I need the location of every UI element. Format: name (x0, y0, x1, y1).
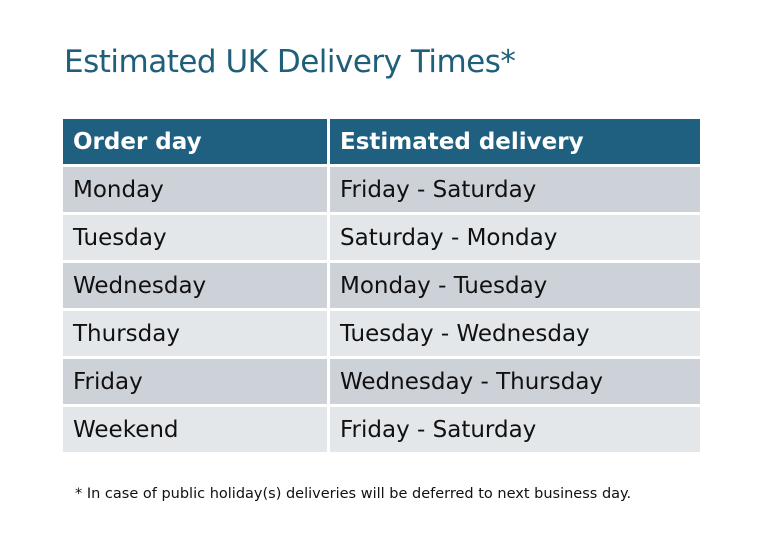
footnote: * In case of public holiday(s) deliverie… (75, 486, 632, 502)
table-row: Thursday Tuesday - Wednesday (63, 311, 700, 356)
delivery-cell: Tuesday - Wednesday (330, 311, 700, 356)
order-day-cell: Thursday (63, 311, 327, 356)
table-row: Friday Wednesday - Thursday (63, 359, 700, 404)
table-row: Monday Friday - Saturday (63, 167, 700, 212)
table-row: Weekend Friday - Saturday (63, 407, 700, 452)
order-day-cell: Wednesday (63, 263, 327, 308)
delivery-table: Order day Estimated delivery Monday Frid… (60, 116, 703, 455)
order-day-cell: Friday (63, 359, 327, 404)
delivery-cell: Saturday - Monday (330, 215, 700, 260)
delivery-cell: Wednesday - Thursday (330, 359, 700, 404)
delivery-cell: Monday - Tuesday (330, 263, 700, 308)
table-header-row: Order day Estimated delivery (63, 119, 700, 164)
order-day-cell: Tuesday (63, 215, 327, 260)
order-day-cell: Weekend (63, 407, 327, 452)
header-estimated-delivery: Estimated delivery (330, 119, 700, 164)
delivery-cell: Friday - Saturday (330, 407, 700, 452)
delivery-cell: Friday - Saturday (330, 167, 700, 212)
page-title: Estimated UK Delivery Times* (64, 44, 516, 80)
table-row: Wednesday Monday - Tuesday (63, 263, 700, 308)
order-day-cell: Monday (63, 167, 327, 212)
header-order-day: Order day (63, 119, 327, 164)
table-row: Tuesday Saturday - Monday (63, 215, 700, 260)
